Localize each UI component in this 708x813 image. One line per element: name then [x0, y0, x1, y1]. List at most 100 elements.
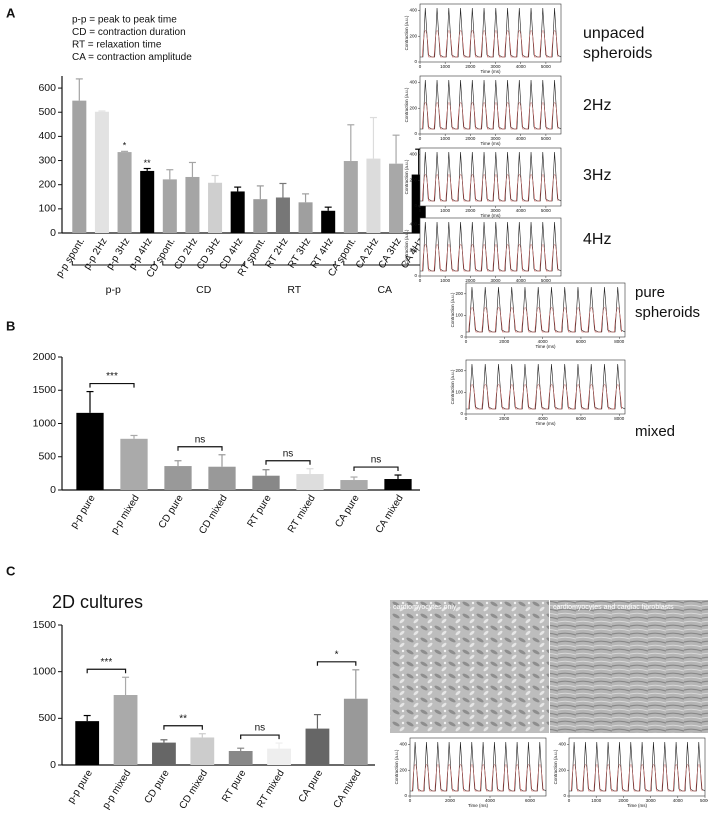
- bar: [190, 737, 215, 765]
- bar: [185, 176, 200, 233]
- error-bar: [122, 676, 130, 695]
- bar: [343, 161, 358, 233]
- trace-frame: [419, 217, 562, 277]
- bar: [384, 479, 412, 490]
- trace-fit: [570, 764, 703, 792]
- trace-frame: [419, 75, 562, 135]
- error-bar: [166, 169, 174, 180]
- trace-y-tick-label: 400: [399, 742, 407, 747]
- trace-x-tick-label: 0: [419, 64, 422, 69]
- trace-x-tick-label: 1000: [440, 64, 451, 69]
- trace-x-tick-label: 2000: [465, 136, 476, 141]
- x-tick-label: p-p mixed: [109, 493, 142, 536]
- note: p-p = peak to peak time: [72, 15, 177, 26]
- group-label: CD: [196, 284, 212, 296]
- trace-y-tick-label: 400: [409, 8, 417, 13]
- note: CA = contraction amplitude: [72, 52, 192, 63]
- group-label: CA: [377, 284, 392, 296]
- trace-x-tick-label: 4000: [485, 798, 496, 803]
- bar: [252, 475, 280, 490]
- x-tick-label: RT pure: [220, 768, 249, 805]
- x-tick-label: p-p pure: [66, 768, 95, 806]
- trace-fit: [411, 764, 544, 792]
- x-tick-label: CD mixed: [178, 768, 211, 811]
- trace-fit: [468, 307, 622, 333]
- y-tick-label: 2000: [33, 351, 57, 363]
- group-bracket: [71, 261, 155, 266]
- trace-y-tick-label: 0: [414, 59, 417, 64]
- significance-label: ns: [371, 455, 382, 466]
- bar: [113, 695, 138, 765]
- error-bar: [352, 669, 360, 699]
- trace-x-tick-label: 0: [465, 339, 468, 344]
- trace-x-label: Time (ms): [627, 803, 648, 808]
- bar: [75, 721, 100, 765]
- trace-x-tick-label: 2000: [465, 208, 476, 213]
- error-bar: [83, 714, 91, 722]
- significance-bracket: [89, 382, 135, 388]
- trace-y-label: Contraction (a.u.): [450, 369, 455, 404]
- trace-x-tick-label: 8000: [614, 416, 625, 421]
- trace-x-tick-label: 2000: [499, 416, 510, 421]
- trace-x-tick-label: 0: [419, 278, 422, 283]
- trace-x-label: Time (ms): [480, 213, 501, 218]
- trace-fit: [468, 384, 622, 410]
- error-bar: [394, 474, 402, 480]
- trace-y-tick-label: 200: [409, 33, 417, 38]
- bar: [366, 158, 381, 233]
- trace-y-label: Contraction (a.u.): [404, 159, 409, 194]
- error-bar: [324, 206, 332, 211]
- y-tick-label: 500: [38, 712, 56, 724]
- trace-x-tick-label: 6000: [576, 339, 587, 344]
- significance-label: ***: [101, 657, 113, 668]
- x-tick-label: RT pure: [246, 493, 275, 530]
- micrograph-label: cardiomyocytes and cardiac fibroblasts: [553, 604, 674, 611]
- x-tick-label: CA pure: [297, 768, 326, 805]
- bar: [162, 179, 177, 233]
- note: RT = relaxation time: [72, 40, 162, 51]
- trace-x-tick-label: 5000: [700, 798, 708, 803]
- trace-x-label: Time (ms): [480, 69, 501, 74]
- group-label: p-p: [106, 284, 121, 296]
- chart-title: 2D cultures: [52, 592, 143, 612]
- trace-fit: [422, 244, 559, 272]
- bar: [208, 466, 236, 490]
- group-label: RT: [287, 284, 301, 296]
- significance-bracket: [177, 446, 223, 451]
- trace-y-label: Contraction (a.u.): [404, 229, 409, 264]
- bar: [164, 466, 192, 490]
- significance-bracket: [240, 734, 280, 740]
- x-tick-label: RT mixed: [286, 493, 318, 535]
- trace-y-label: Contraction (a.u.): [450, 292, 455, 327]
- error-bar: [256, 185, 264, 200]
- trace-x-tick-label: 2000: [499, 339, 510, 344]
- significance-label: **: [144, 158, 152, 168]
- significance-bracket: [316, 661, 357, 666]
- trace-x-label: Time (ms): [480, 141, 501, 146]
- trace-y-tick-label: 400: [409, 152, 417, 157]
- trace-x-tick-label: 2000: [465, 64, 476, 69]
- trace-x-label: Time (ms): [468, 803, 489, 808]
- significance-bracket: [265, 460, 311, 465]
- error-bar: [262, 469, 270, 476]
- error-bar: [188, 161, 196, 177]
- y-tick-label: 500: [38, 106, 56, 118]
- bar: [120, 438, 148, 490]
- trace-y-label: Contraction (a.u.): [404, 87, 409, 122]
- trace-x-tick-label: 8000: [614, 339, 625, 344]
- trace-frame: [419, 3, 562, 63]
- trace-y-tick-label: 200: [455, 368, 463, 373]
- bar: [72, 100, 87, 233]
- trace-x-tick-label: 3000: [646, 798, 657, 803]
- trace-y-tick-label: 0: [460, 411, 463, 416]
- bar: [253, 199, 268, 233]
- error-bar: [130, 434, 138, 439]
- trace-y-tick-label: 200: [409, 105, 417, 110]
- x-tick-label: CA mixed: [332, 768, 364, 810]
- error-bar: [174, 460, 182, 467]
- trace-x-tick-label: 0: [419, 136, 422, 141]
- x-tick-label: CA mixed: [374, 493, 406, 535]
- y-tick-label: 300: [38, 154, 56, 166]
- x-tick-label: p-p mixed: [101, 768, 134, 811]
- trace-y-tick-label: 200: [558, 767, 566, 772]
